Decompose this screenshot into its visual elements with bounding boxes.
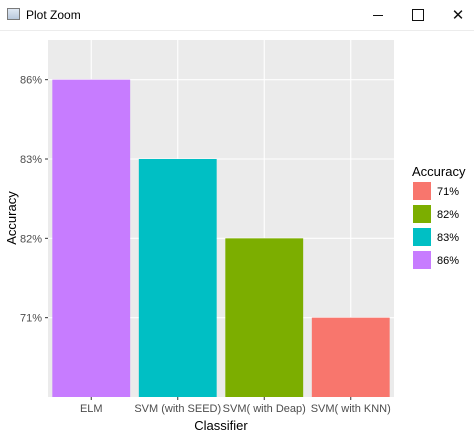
minimize-icon — [373, 14, 383, 16]
legend-label: 82% — [437, 209, 459, 221]
x-axis-ticks: ELM SVM (with SEED) SVM( with Deap) SVM( wi… — [80, 397, 391, 415]
close-button[interactable]: ✕ — [438, 2, 474, 28]
bar-2 — [138, 159, 217, 397]
x-tick-label: SVM( with Deap) — [223, 403, 306, 415]
legend-label: 71% — [437, 186, 459, 198]
y-tick-label: 86% — [20, 75, 42, 87]
x-tick-label: ELM — [80, 403, 103, 415]
plot-window-icon — [7, 8, 20, 20]
bar-1 — [52, 79, 131, 397]
maximize-button[interactable] — [398, 2, 438, 28]
accuracy-bar-chart: 71%82%83%86% ELM SVM (with SEED) SVM( with… — [4, 40, 466, 433]
legend-label: 83% — [437, 232, 459, 244]
close-icon: ✕ — [451, 7, 465, 24]
y-axis-ticks: 71% 82% 83% 86% — [20, 75, 48, 325]
x-axis-title: Classifier — [194, 418, 248, 433]
y-tick-label: 71% — [20, 313, 42, 325]
legend: 71% 82% 83% 86% — [413, 182, 459, 269]
y-tick-label: 83% — [20, 154, 42, 166]
x-tick-label: SVM (with SEED) — [134, 403, 221, 415]
minimize-button[interactable] — [358, 2, 398, 28]
legend-key — [413, 228, 431, 246]
window-title: Plot Zoom — [26, 8, 81, 22]
bar-3 — [225, 238, 304, 397]
legend-key — [413, 251, 431, 269]
y-tick-label: 82% — [20, 233, 42, 245]
legend-key — [413, 205, 431, 223]
y-axis-title: Accuracy — [4, 191, 19, 245]
legend-label: 86% — [437, 255, 459, 267]
x-tick-label: SVM( with KNN) — [311, 403, 391, 415]
bar-4 — [311, 317, 390, 397]
bars — [52, 79, 390, 397]
window-titlebar: Plot Zoom ✕ — [0, 0, 474, 31]
maximize-icon — [412, 9, 424, 21]
legend-key — [413, 182, 431, 200]
legend-title: Accuracy — [412, 164, 466, 179]
